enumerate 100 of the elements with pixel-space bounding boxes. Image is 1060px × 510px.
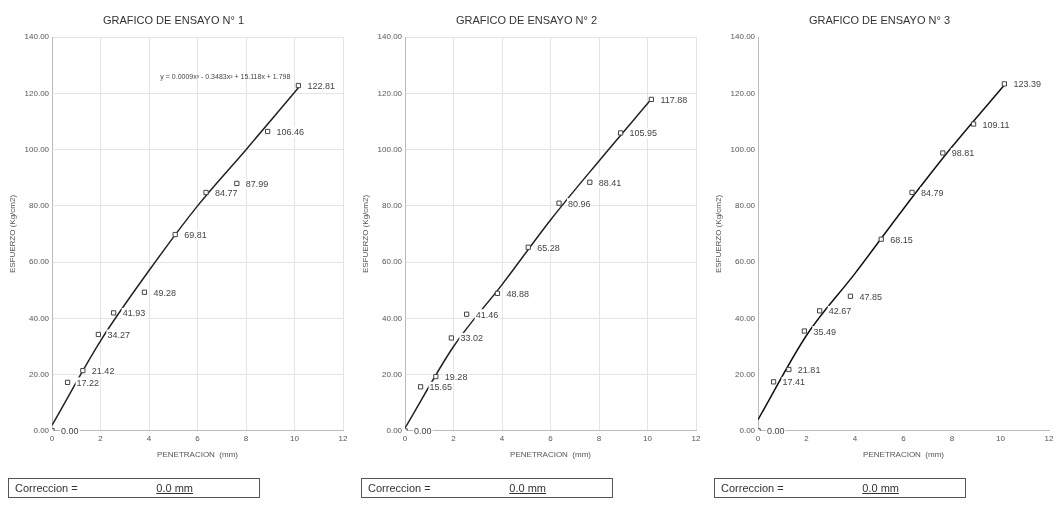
- y-tick-label: 80.00: [382, 201, 403, 211]
- text: 0.0 mm: [861, 482, 900, 494]
- point: [617, 130, 624, 136]
- x-axis-title: PENETRACION (mm): [157, 450, 239, 460]
- point: [234, 180, 240, 187]
- x-axis-title: PENETRACION (mm): [510, 450, 592, 460]
- point: [770, 379, 777, 385]
- point: [940, 150, 946, 156]
- data-label: 49.28: [153, 287, 176, 298]
- y-tick-label: 80.00: [29, 201, 50, 211]
- x-tick-label: 8: [596, 433, 602, 443]
- point: [786, 366, 792, 373]
- y-tick-label: 0.00: [386, 426, 403, 435]
- x-tick-label: 12: [1044, 433, 1054, 443]
- chart-title: GRAFICO DE ENSAYO N° 1: [102, 13, 245, 26]
- point: [878, 236, 884, 242]
- y-tick-label: 100.00: [730, 144, 756, 154]
- x-tick-label: 10: [996, 433, 1006, 443]
- point: [464, 311, 470, 317]
- data-label: 17.41: [782, 377, 806, 388]
- data-label: 0.00: [61, 426, 79, 437]
- y-tick-label: 60.00: [382, 257, 403, 267]
- point: [172, 231, 178, 238]
- point: [801, 328, 807, 334]
- x-tick-label: 0: [49, 433, 55, 443]
- point: [111, 310, 117, 316]
- data-label: 15.65: [429, 382, 453, 393]
- data-label: 109.11: [982, 119, 1010, 130]
- y-tick-label: 0.00: [739, 426, 756, 435]
- data-label: 41.93: [122, 308, 146, 319]
- point: [494, 290, 501, 296]
- data-label: 98.81: [951, 148, 975, 159]
- y-axis-title: ESFUERZO (Kg/cm2): [8, 194, 17, 274]
- point: [295, 82, 302, 89]
- y-tick-label: 20.00: [735, 369, 756, 379]
- data-label: 21.81: [797, 364, 821, 375]
- point: [433, 373, 439, 380]
- x-tick-label: 4: [852, 433, 858, 443]
- point: [417, 384, 424, 390]
- y-tick-label: 80.00: [735, 201, 756, 211]
- x-tick-label: 10: [290, 433, 300, 443]
- data-label: 35.49: [813, 326, 836, 337]
- y-axis-title: ESFUERZO (Kg/cm2): [361, 194, 370, 274]
- x-tick-label: 2: [98, 433, 104, 443]
- point: [556, 200, 562, 206]
- y-tick-label: 140.00: [24, 32, 50, 42]
- point: [203, 189, 209, 196]
- data-label: 21.42: [91, 366, 115, 377]
- y-tick-label: 120.00: [377, 88, 403, 98]
- point: [95, 331, 101, 338]
- data-label: 0.00: [767, 426, 785, 437]
- data-label: 87.99: [245, 178, 269, 189]
- point: [817, 308, 823, 314]
- x-tick-label: 12: [691, 433, 701, 443]
- x-tick-label: 6: [195, 433, 201, 443]
- data-label: 19.28: [444, 372, 468, 383]
- y-tick-label: 120.00: [24, 88, 50, 98]
- data-label: 123.39: [1013, 79, 1041, 90]
- text: Correccion =: [367, 482, 432, 494]
- x-tick-label: 4: [499, 433, 505, 443]
- y-tick-label: 20.00: [382, 369, 403, 379]
- data-label: 0.00: [414, 426, 432, 437]
- y-tick-label: 60.00: [735, 257, 756, 267]
- y-tick-label: 140.00: [377, 32, 403, 42]
- point: [1001, 81, 1008, 87]
- data-label: 122.81: [307, 81, 335, 92]
- y-tick-label: 40.00: [29, 313, 50, 323]
- data-label: 117.88: [660, 94, 688, 105]
- data-label: 34.27: [107, 329, 130, 340]
- text: 0.0 mm: [155, 482, 194, 494]
- point: [264, 128, 271, 135]
- y-tick-label: 40.00: [382, 313, 403, 323]
- text: 0.0 mm: [508, 482, 547, 494]
- point: [80, 367, 86, 374]
- data-label: 69.81: [184, 230, 207, 241]
- y-tick-label: 100.00: [24, 144, 50, 154]
- y-tick-label: 140.00: [730, 32, 756, 42]
- x-tick-label: 4: [146, 433, 152, 443]
- point: [525, 244, 531, 250]
- y-tick-label: 20.00: [29, 369, 50, 379]
- x-axis-title: PENETRACION (mm): [863, 450, 945, 460]
- data-label: 17.22: [76, 377, 100, 388]
- y-tick-label: 60.00: [29, 257, 50, 267]
- chart-title: GRAFICO DE ENSAYO N° 2: [455, 13, 598, 26]
- x-tick-label: 6: [901, 433, 907, 443]
- x-tick-label: 2: [451, 433, 457, 443]
- text: Correccion =: [720, 482, 785, 494]
- data-label: 41.46: [475, 309, 499, 320]
- y-axis-title: ESFUERZO (Kg/cm2): [714, 194, 723, 274]
- point: [909, 189, 915, 196]
- text: Correccion =: [14, 482, 79, 494]
- point: [448, 335, 454, 341]
- x-tick-label: 6: [548, 433, 554, 443]
- chart-title: GRAFICO DE ENSAYO N° 3: [808, 13, 951, 26]
- data-label: 105.95: [629, 128, 658, 139]
- data-label: 48.88: [506, 288, 529, 299]
- data-label: 33.02: [460, 333, 483, 344]
- data-label: 88.41: [598, 177, 622, 188]
- y-tick-label: 0.00: [33, 426, 50, 435]
- point: [141, 289, 148, 295]
